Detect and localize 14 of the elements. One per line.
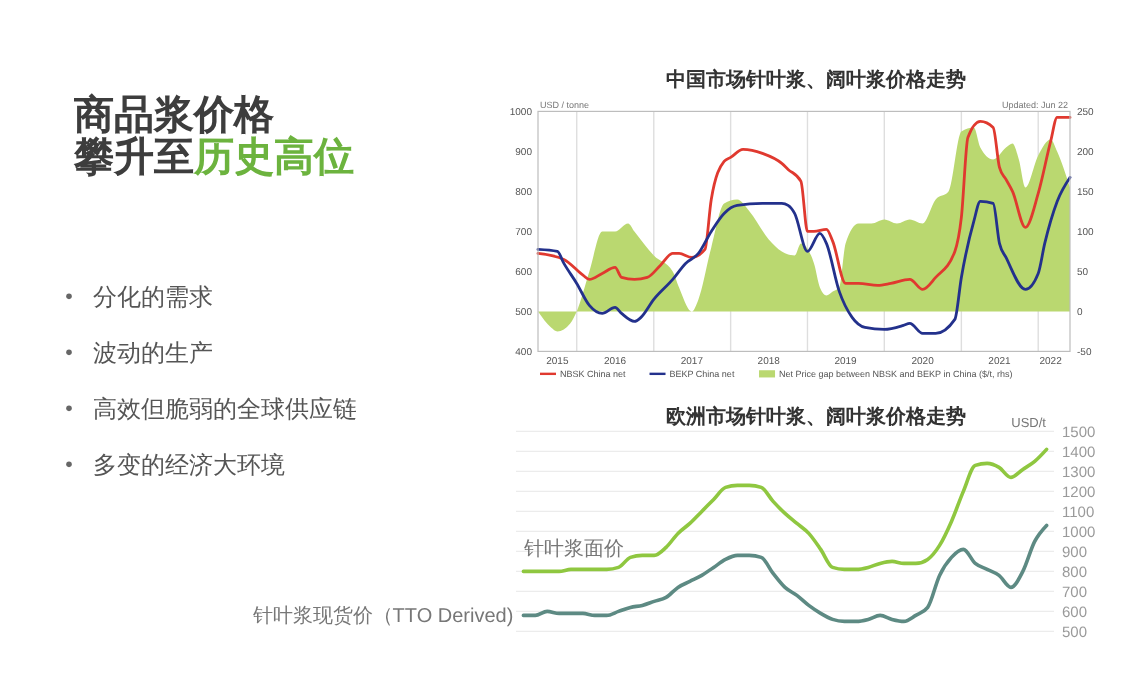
text: 分化的需求 <box>93 283 214 311</box>
text: 商品浆价格 <box>72 92 276 138</box>
line-series <box>536 116 1072 291</box>
series-label: 针叶浆现货价（TTO Derived) <box>250 604 514 629</box>
series-label: 针叶浆面价 <box>522 537 624 561</box>
text: 高效但脆弱的全球供应链 <box>93 395 358 423</box>
line-series <box>521 523 1049 624</box>
chart-title: 欧洲市场针叶浆、阔叶浆价格走势 <box>666 405 966 429</box>
line-series <box>521 447 1049 574</box>
text: 波动的生产 <box>93 339 214 367</box>
text: 多变的经济大环境 <box>93 451 286 479</box>
text: 攀升至历史高位 <box>72 134 354 180</box>
line-series <box>536 176 1072 335</box>
chart-title: 中国市场针叶浆、阔叶浆价格走势 <box>666 68 966 92</box>
